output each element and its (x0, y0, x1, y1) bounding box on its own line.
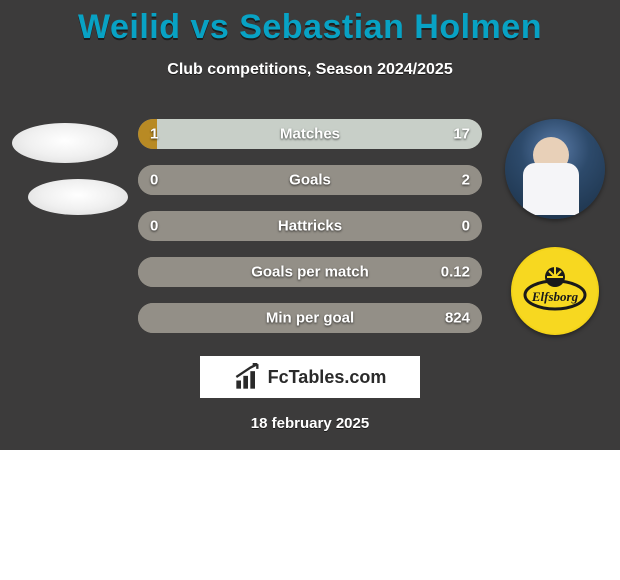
stat-row: Goals per match 0.12 (138, 257, 482, 287)
stat-label: Min per goal (266, 310, 354, 327)
player1-club-placeholder (28, 179, 128, 215)
stat-row: Goals 0 2 (138, 165, 482, 195)
stat-value-right: 0.12 (441, 264, 470, 281)
watermark[interactable]: FcTables.com (200, 356, 420, 398)
stat-value-left: 0 (150, 172, 158, 189)
stat-bars: Matches 1 17 Goals 0 2 Hattricks 0 0 Goals per ma… (138, 119, 482, 349)
stat-value-right: 824 (445, 310, 470, 327)
player1-avatar-placeholder (12, 123, 118, 163)
content-area: Matches 1 17 Goals 0 2 Hattricks 0 0 Goals per ma… (0, 119, 620, 379)
date-label: 18 february 2025 (251, 415, 369, 432)
stat-label: Hattricks (278, 218, 342, 235)
subtitle: Club competitions, Season 2024/2025 (0, 61, 620, 79)
player2-avatar (505, 119, 605, 219)
stat-value-right: 0 (462, 218, 470, 235)
stat-value-left: 1 (150, 126, 158, 143)
page-title: Weilid vs Sebastian Holmen (0, 0, 620, 47)
right-player-column: Elfsborg (490, 119, 620, 335)
chart-growth-icon (234, 363, 262, 391)
player2-club-logo: Elfsborg (511, 247, 599, 335)
stat-row: Hattricks 0 0 (138, 211, 482, 241)
stat-label: Goals (289, 172, 331, 189)
stat-label: Matches (280, 126, 340, 143)
elfsborg-logo-icon: Elfsborg (511, 247, 599, 335)
stat-row: Min per goal 824 (138, 303, 482, 333)
stat-value-left: 0 (150, 218, 158, 235)
stat-value-right: 17 (453, 126, 470, 143)
watermark-text: FcTables.com (268, 367, 387, 388)
comparison-card: Weilid vs Sebastian Holmen Club competit… (0, 0, 620, 450)
svg-text:Elfsborg: Elfsborg (531, 289, 579, 304)
left-player-column (0, 119, 130, 215)
stat-row: Matches 1 17 (138, 119, 482, 149)
stat-value-right: 2 (462, 172, 470, 189)
stat-label: Goals per match (251, 264, 369, 281)
